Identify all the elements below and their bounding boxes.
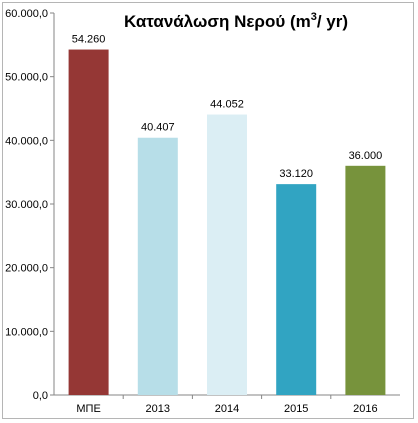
data-label: 40.407 xyxy=(141,122,175,134)
data-label: 33.120 xyxy=(279,168,313,180)
x-tick-label: 2016 xyxy=(353,403,377,415)
chart-title: Κατανάλωση Νερού (m3/ yr) xyxy=(124,11,348,31)
x-tick-label: 2014 xyxy=(215,403,239,415)
data-label: 36.000 xyxy=(349,150,383,162)
y-tick-label: 0,0 xyxy=(33,390,48,402)
y-tick-label: 30.000,0 xyxy=(5,199,48,211)
y-tick-label: 40.000,0 xyxy=(5,135,48,147)
y-tick-label: 60.000,0 xyxy=(5,8,48,20)
y-tick-label: 50.000,0 xyxy=(5,72,48,84)
y-tick-label: 10.000,0 xyxy=(5,326,48,338)
bar xyxy=(345,165,386,395)
x-tick-label: ΜΠΕ xyxy=(76,403,100,415)
bar xyxy=(276,184,317,395)
data-label: 44.052 xyxy=(210,99,244,111)
bar xyxy=(68,49,109,395)
bar xyxy=(137,137,178,395)
x-tick-label: 2015 xyxy=(284,403,308,415)
x-tick-label: 2013 xyxy=(146,403,170,415)
bar xyxy=(207,114,247,396)
data-label: 54.260 xyxy=(72,34,106,46)
y-tick-label: 20.000,0 xyxy=(5,263,48,275)
